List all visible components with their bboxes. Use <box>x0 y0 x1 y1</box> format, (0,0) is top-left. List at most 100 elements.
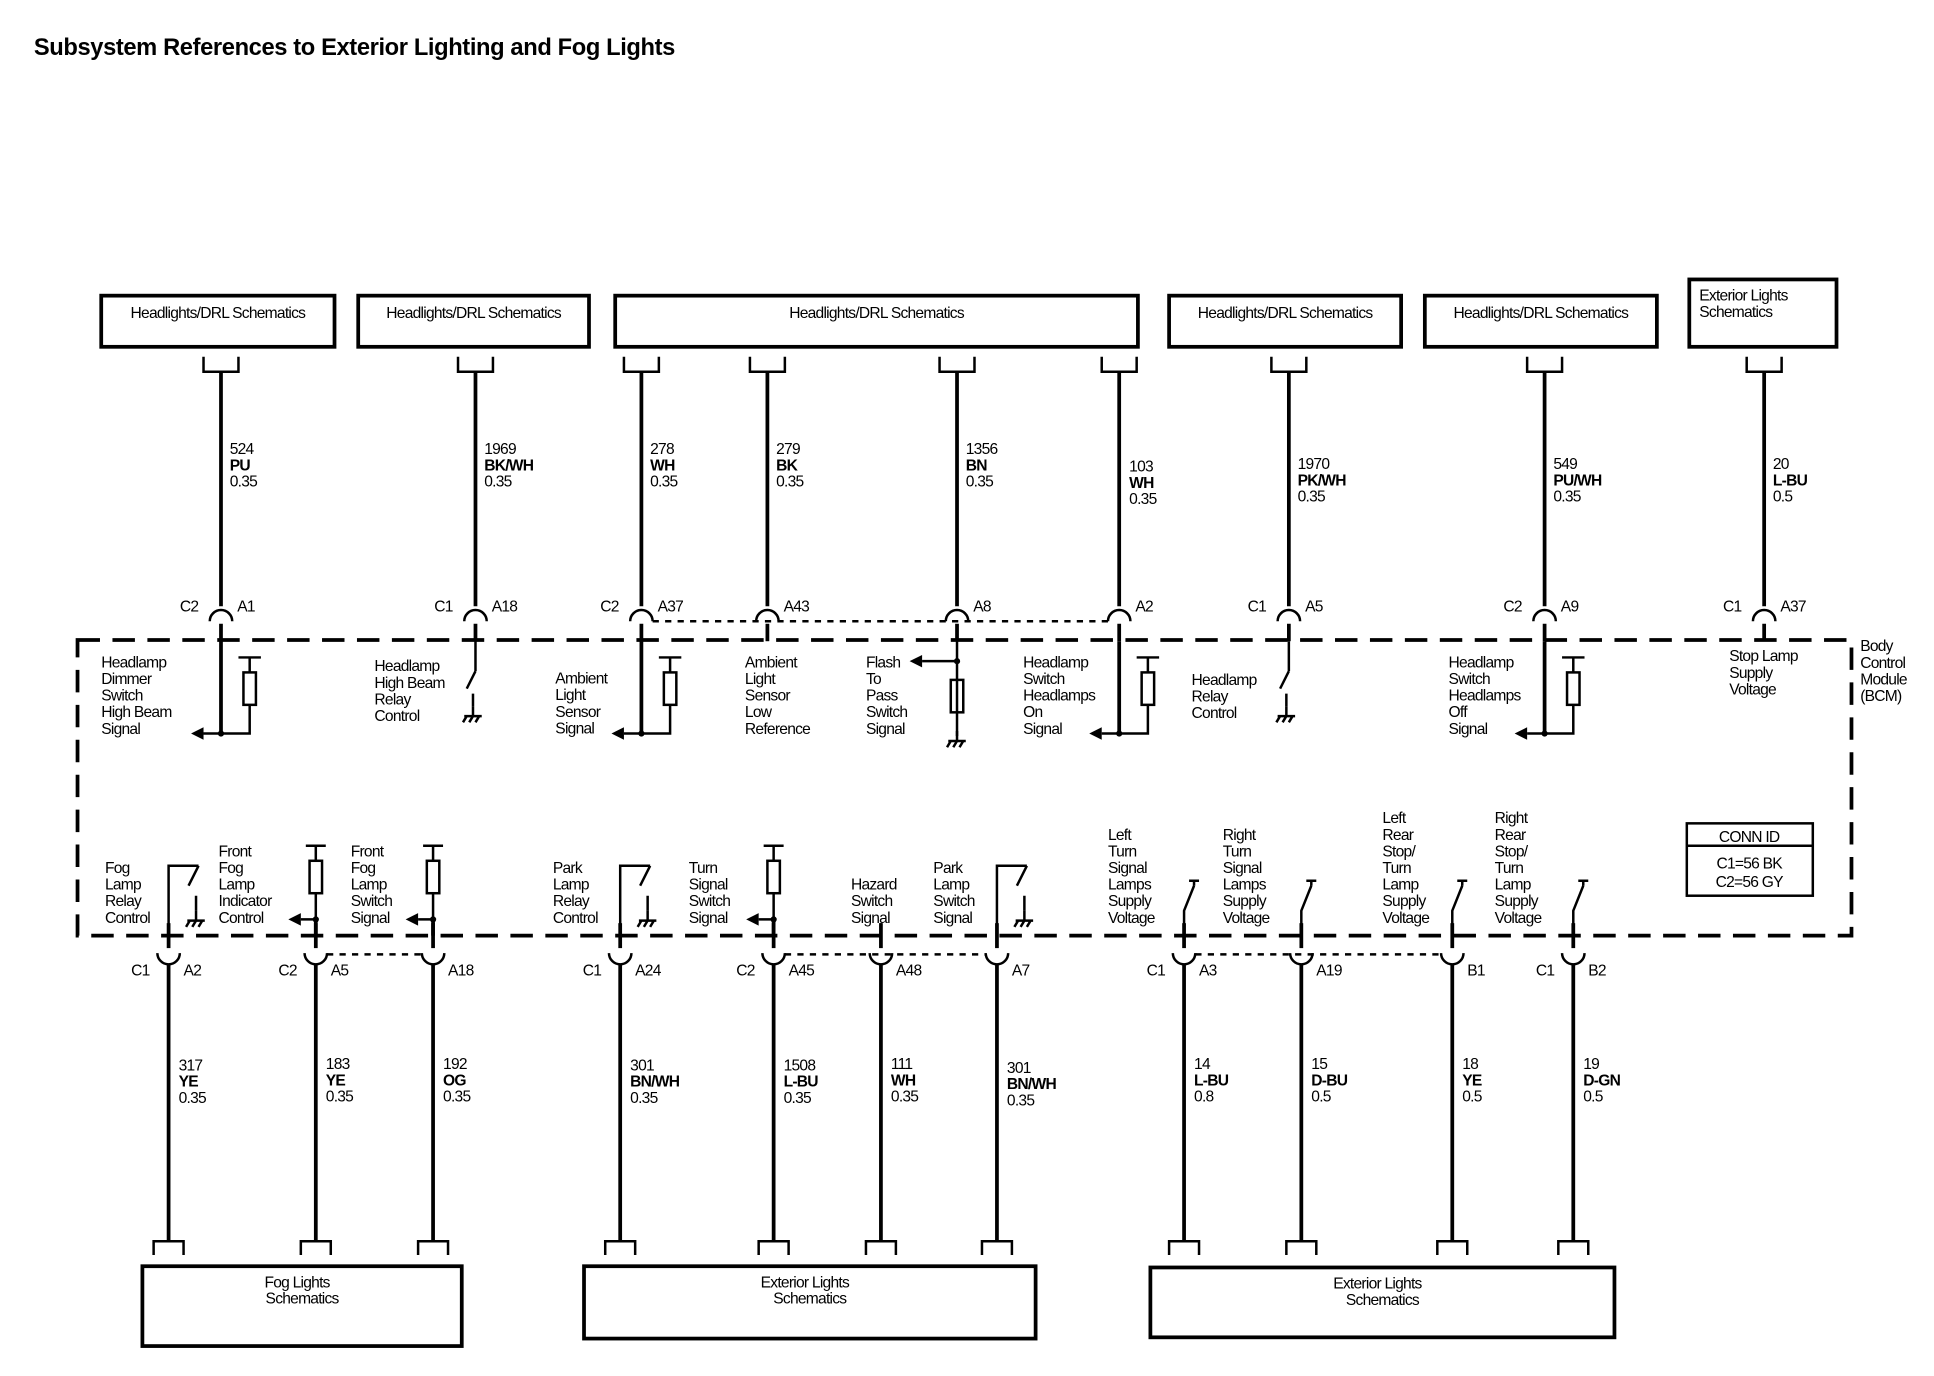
reference-box-label: Exterior Lights <box>1333 1276 1422 1293</box>
module-label: Body <box>1860 638 1893 655</box>
wire-color: D-GN <box>1583 1072 1620 1089</box>
pin-function-label: Signal <box>1223 860 1262 877</box>
wire-color: D-BU <box>1311 1072 1347 1089</box>
pin-number: B1 <box>1467 963 1485 980</box>
pin-function-label: Headlamps <box>1023 688 1096 705</box>
reference-box-top[interactable]: Headlights/DRL Schematics <box>1167 293 1404 349</box>
pin-function-label: Sensor <box>745 688 790 705</box>
pin-function-label: Relay <box>105 893 142 910</box>
wire-circuit-number: 1508 <box>784 1057 816 1074</box>
pin-number: A7 <box>1012 963 1030 980</box>
pin-function-label: Headlamp <box>1023 654 1089 671</box>
wire-color: YE <box>326 1072 346 1089</box>
reference-box-top[interactable]: Headlights/DRL Schematics <box>356 293 591 349</box>
wire-color: PK/WH <box>1298 472 1347 489</box>
pin-function-label: Voltage <box>1382 910 1429 927</box>
reference-box-label: Headlights/DRL Schematics <box>789 305 965 322</box>
pin-function-label: Hazard <box>851 877 897 894</box>
pin-function-label: Supply <box>1729 665 1773 682</box>
connector-id: C2 <box>600 598 619 615</box>
pin-number: A19 <box>1316 963 1342 980</box>
circuit-bottom-a19[interactable]: 15D-BU0.5 A19 RightTurnSignalLampsSupplyVo… <box>1223 827 1349 1255</box>
pin-number: B2 <box>1588 963 1606 980</box>
pin-function-label: Low <box>745 704 773 721</box>
pin-function-label: On <box>1023 704 1042 721</box>
reference-box-top[interactable]: Headlights/DRL Schematics <box>1422 293 1659 349</box>
wire-color: PU/WH <box>1553 472 1602 489</box>
wire-gauge: 0.5 <box>1311 1089 1331 1106</box>
wire-gauge: 0.35 <box>784 1090 812 1107</box>
wire-circuit-number: 1970 <box>1298 456 1331 473</box>
conn-id-header: CONN ID <box>1719 829 1780 846</box>
pin-function-label: Left <box>1382 810 1406 827</box>
wire-circuit-number: 301 <box>630 1057 654 1074</box>
pin-function-label: Lamp <box>933 877 970 894</box>
wire-gauge: 0.35 <box>326 1089 354 1106</box>
reference-box-label: Schematics <box>1346 1292 1420 1309</box>
pin-number: A3 <box>1199 963 1217 980</box>
pin-function-label: Lamp <box>1495 877 1532 894</box>
wire-gauge: 0.35 <box>179 1090 207 1107</box>
pin-function-label: High Beam <box>101 704 171 721</box>
wire-gauge: 0.35 <box>966 474 994 491</box>
reference-box-top[interactable]: Headlights/DRL Schematics <box>99 293 337 349</box>
wire-gauge: 0.35 <box>1553 488 1581 505</box>
pin-function-label: Light <box>555 687 586 704</box>
module-label: Control <box>1860 655 1905 672</box>
wire-circuit-number: 111 <box>891 1056 913 1073</box>
pin-function-label: Turn <box>1223 843 1252 860</box>
pin-function-label: Rear <box>1495 827 1526 844</box>
pin-function-label: Reference <box>745 721 810 738</box>
reference-box-label: Headlights/DRL Schematics <box>386 305 562 322</box>
conn-id-entry: C2=56 GY <box>1716 874 1785 891</box>
pin-function-label: Control <box>374 708 419 725</box>
pin-function-label: Park <box>553 860 583 877</box>
wire-circuit-number: 278 <box>650 441 674 458</box>
reference-box-top[interactable]: Headlights/DRL Schematics <box>613 293 1140 349</box>
wire-gauge: 0.5 <box>1462 1089 1482 1106</box>
module-label: (BCM) <box>1860 688 1902 705</box>
pin-function-label: Voltage <box>1108 910 1155 927</box>
wire-gauge: 0.5 <box>1583 1089 1603 1106</box>
reference-box-label: Schematics <box>1699 304 1773 321</box>
pin-function-label: High Beam <box>374 675 444 692</box>
pin-function-label: Headlamp <box>374 658 440 675</box>
pin-function-label: Supply <box>1382 893 1426 910</box>
pin-function-label: Headlamp <box>1449 654 1515 671</box>
wire-color: BN <box>966 457 988 474</box>
circuit-bottom-b2[interactable]: 19D-GN0.5 C1 B2 RightRearStop/TurnLampSuppl… <box>1495 810 1621 1255</box>
pin-function-label: Turn <box>1382 860 1411 877</box>
pin-number: A1 <box>237 598 255 615</box>
diagram-title: Subsystem References to Exterior Lightin… <box>34 35 675 61</box>
pin-function-label: Headlamp <box>1192 672 1258 689</box>
pin-function-label: Stop/ <box>1382 843 1416 860</box>
reference-box-label: Fog Lights <box>264 1274 330 1291</box>
wire-color: BN/WH <box>1007 1076 1057 1093</box>
circuit-bottom-a3[interactable]: 14L-BU0.8 C1 A3 LeftTurnSignalLampsSupplyVo… <box>1108 827 1230 1255</box>
connector-id: C2 <box>736 963 755 980</box>
pin-function-label: Switch <box>1449 671 1490 688</box>
wire-color: OG <box>443 1072 466 1089</box>
